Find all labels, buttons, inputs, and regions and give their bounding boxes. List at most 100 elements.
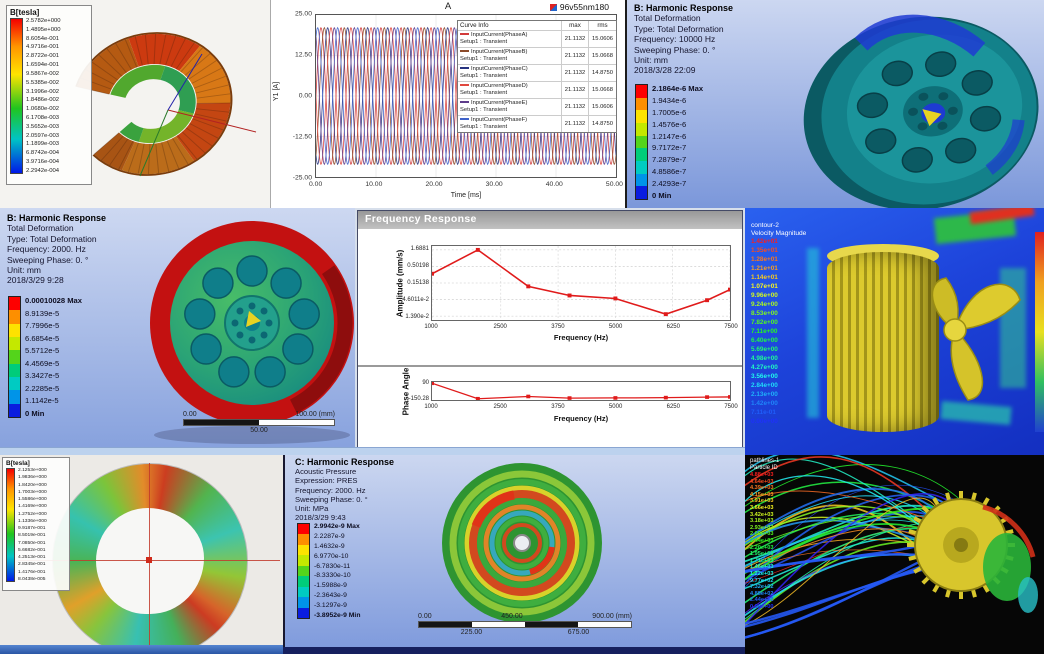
info-line: Frequency: 10000 Hz <box>634 34 716 45</box>
legend-value: 1.1336e+000 <box>18 518 47 524</box>
legend-value: 7.2879e-7 <box>652 155 687 165</box>
legend-value: 7.11e-01 <box>751 409 776 417</box>
legend-value: 3.18e+03 <box>750 518 774 525</box>
amplitude-x-ticks: 1000 2500 3750 5000 6250 7500 <box>424 324 738 330</box>
gear-model <box>827 252 939 432</box>
ruler-end: 900.00 (mm) <box>592 613 632 620</box>
legend-value: 2.2942e-004 <box>26 167 60 174</box>
rotor-model <box>803 14 1039 208</box>
info-line: Sweeping Phase: 0. ° <box>634 44 716 55</box>
panel-maxwell-ring: B[tesla] 2.1253e+000 1.9836e+000 1.8420e+0… <box>0 455 283 654</box>
legend-value: 4.98e+00 <box>751 355 778 363</box>
legend-value: 1.07e+01 <box>751 283 778 291</box>
result-info: B: Harmonic Response Total Deformation Typ… <box>634 3 733 76</box>
info-line: Frequency: 2000. Hz <box>7 244 86 255</box>
legend-value: 5.69e+00 <box>751 346 778 354</box>
ruler-mid: 50.00 <box>250 427 268 434</box>
legend-value: 8.53e+00 <box>751 310 778 318</box>
legend-value: 1.8420e+000 <box>18 482 47 488</box>
frequency-response-window: Frequency Response Amplitude (mm/s) 1.68… <box>357 210 743 447</box>
legend-value: 4.15e+03 <box>750 491 774 498</box>
x-axis-ticks: 0.00 10.00 20.00 30.00 40.00 50.00 <box>309 181 623 188</box>
plot-title: A <box>444 1 452 12</box>
legend-value: 6.6854e-5 <box>25 333 60 343</box>
legend-value: 2.44e+02 <box>750 597 774 604</box>
ruler-bar <box>183 419 335 426</box>
project-icon <box>549 3 557 11</box>
ruler-q3: 675.00 <box>567 629 590 636</box>
info-line: Type: Total Deformation <box>7 233 97 244</box>
legend-value: 3.1996e-002 <box>26 88 60 95</box>
ruler-start: 0.00 <box>418 613 432 620</box>
panel-pathlines: pathlines-1 Particle ID 4.88e+03 4.64e+03… <box>745 455 1044 654</box>
legend-value: 3.3427e-5 <box>25 371 60 381</box>
panel-harmonic-2000hz: B: Harmonic Response Total Deformation Typ… <box>0 208 355 455</box>
info-line: Total Deformation <box>7 223 74 234</box>
legend-value: 1.21e+01 <box>751 265 778 273</box>
panel-maxwell-segment: B[tesla] 2.5782e+000 1.4895e+000 8.6054e-0… <box>0 0 270 208</box>
window-bottom-strip <box>283 647 745 654</box>
result-info: B: Harmonic Response Total Deformation Typ… <box>7 213 106 286</box>
legend-value: 9.96e+00 <box>751 292 778 300</box>
legend-value: -8.3330e-10 <box>314 572 351 580</box>
info-line: Total Deformation <box>634 13 701 24</box>
info-line: Sweeping Phase: 0. ° <box>295 494 368 504</box>
info-line: Unit: mm <box>7 265 41 276</box>
legend-value: 4.39e+03 <box>750 485 774 492</box>
panel-harmonic-10000hz: B: Harmonic Response Total Deformation Typ… <box>627 0 1044 208</box>
amplitude-x-label: Frequency (Hz) <box>553 333 609 342</box>
legend-value: 9.7172e-7 <box>652 143 687 153</box>
legend-value: 0.00e+00 <box>751 418 778 426</box>
legend-subtitle: Particle ID <box>750 465 778 471</box>
legend-value: 0.00010028 Max <box>25 296 83 305</box>
legend-value: 3.66e+03 <box>750 504 774 511</box>
legend-value: 2.1253e+000 <box>18 468 47 473</box>
legend-value: 1.6594e-001 <box>26 62 60 69</box>
boundary-contour-strip <box>1035 232 1044 432</box>
legend-value: -3.1297e-9 <box>314 602 347 609</box>
legend-title: B[tesla] <box>6 460 30 467</box>
legend-value: 0.00e+00 <box>750 603 774 610</box>
legend-value: 1.8486e-002 <box>26 97 60 104</box>
legend-value: 2.8722e-001 <box>26 53 60 60</box>
legend-value: 2.84e+00 <box>751 382 778 390</box>
legend-value: 1.22e+03 <box>750 570 774 577</box>
legend-value: 1.7003e+000 <box>18 489 47 495</box>
legend-value: 1.35e+01 <box>751 247 778 255</box>
legend-value: -6.7830e-11 <box>314 562 351 570</box>
x-axis-label: Time [ms] <box>450 192 482 199</box>
velocity-legend: contour-2 Velocity Magnitude 1.42e+01 1.3… <box>751 222 806 426</box>
legend-value: 3.42e+03 <box>750 511 774 518</box>
amplitude-plot <box>431 245 731 321</box>
result-title: B: Harmonic Response <box>634 3 734 13</box>
legend-value: 4.2513e-001 <box>18 555 46 561</box>
info-line: Type: Total Deformation <box>634 23 724 34</box>
legend-value: 7.32e+02 <box>750 584 774 591</box>
legend-value: 7.0850e-001 <box>18 540 46 546</box>
window-body: Amplitude (mm/s) 1.6881 0.50198 0.15138 4.6… <box>358 229 742 447</box>
legend-value: 4.8586e-7 <box>652 167 687 177</box>
legend-value: 1.9434e-6 <box>652 95 687 105</box>
legend-value: 2.8345e-001 <box>18 562 46 568</box>
legend-value: 8.6054e-001 <box>26 35 60 42</box>
legend-value: 5.5385e-002 <box>26 79 60 86</box>
ruler-start: 0.00 <box>183 411 197 418</box>
legend-value: 8.9139e-5 <box>25 308 60 318</box>
info-line: Sweeping Phase: 0. ° <box>7 254 89 265</box>
legend-title: pathlines-1 <box>750 458 780 464</box>
legend-value: 2.2287e-9 <box>314 532 345 540</box>
legend-value: 0 Min <box>25 408 45 418</box>
legend-value: 2.2285e-5 <box>25 383 60 393</box>
acoustic-disk-model <box>442 463 602 623</box>
info-line: Unit: MPa <box>295 504 329 514</box>
legend-value: 6.9770e-10 <box>314 552 349 560</box>
info-line: Frequency: 2000. Hz <box>295 485 366 495</box>
phase-y-ticks: 90 -150.28 <box>408 380 429 402</box>
legend-value: 1.42e+00 <box>751 400 778 408</box>
legend-value: 2.4293e-7 <box>652 179 687 188</box>
panel-current-plot: A 96v55nm180 Y1 [A] 25.00 12.50 0.00 -12.50… <box>270 0 627 208</box>
legend-value: 1.2752e+000 <box>18 511 47 517</box>
legend-value: 7.11e+00 <box>751 328 778 336</box>
window-titlebar[interactable]: Frequency Response <box>358 211 742 229</box>
legend-value: 1.46e+03 <box>750 564 774 571</box>
